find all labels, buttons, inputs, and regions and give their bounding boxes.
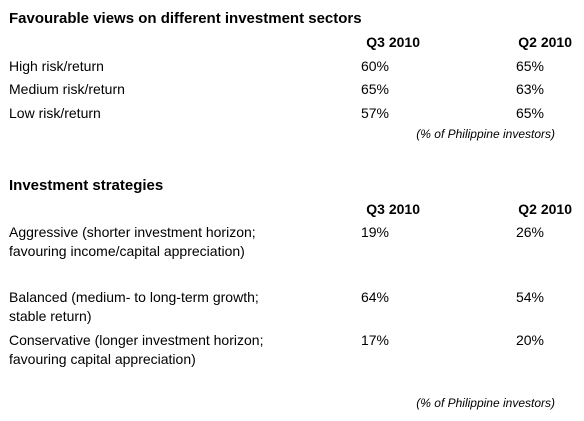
column-header: Q3 2010 [366,34,420,50]
cell: 17% [360,332,390,348]
section-title: Investment strategies [9,177,164,194]
note: (% of Philippine investors) [416,127,555,141]
row-label: Medium risk/return [9,81,125,97]
row-label: Aggressive (shorter investment horizon; … [9,224,256,259]
cell: 20% [515,332,545,348]
cell: 54% [515,289,545,305]
cell: 64% [360,289,390,305]
cell: 57% [360,105,390,121]
cell: 63% [515,81,545,97]
section-title: Favourable views on different investment… [9,10,362,27]
cell: 19% [360,224,390,240]
row-label: Conservative (longer investment horizon;… [9,332,264,367]
column-header: Q2 2010 [518,201,572,217]
row-label: Low risk/return [9,105,101,121]
column-header: Q3 2010 [366,201,420,217]
cell: 65% [515,58,545,74]
row-label: Balanced (medium- to long-term growth; s… [9,289,259,324]
note: (% of Philippine investors) [416,396,555,410]
cell: 65% [360,81,390,97]
column-header: Q2 2010 [518,34,572,50]
cell: 26% [515,224,545,240]
row-label: High risk/return [9,58,104,74]
cell: 60% [360,58,390,74]
cell: 65% [515,105,545,121]
